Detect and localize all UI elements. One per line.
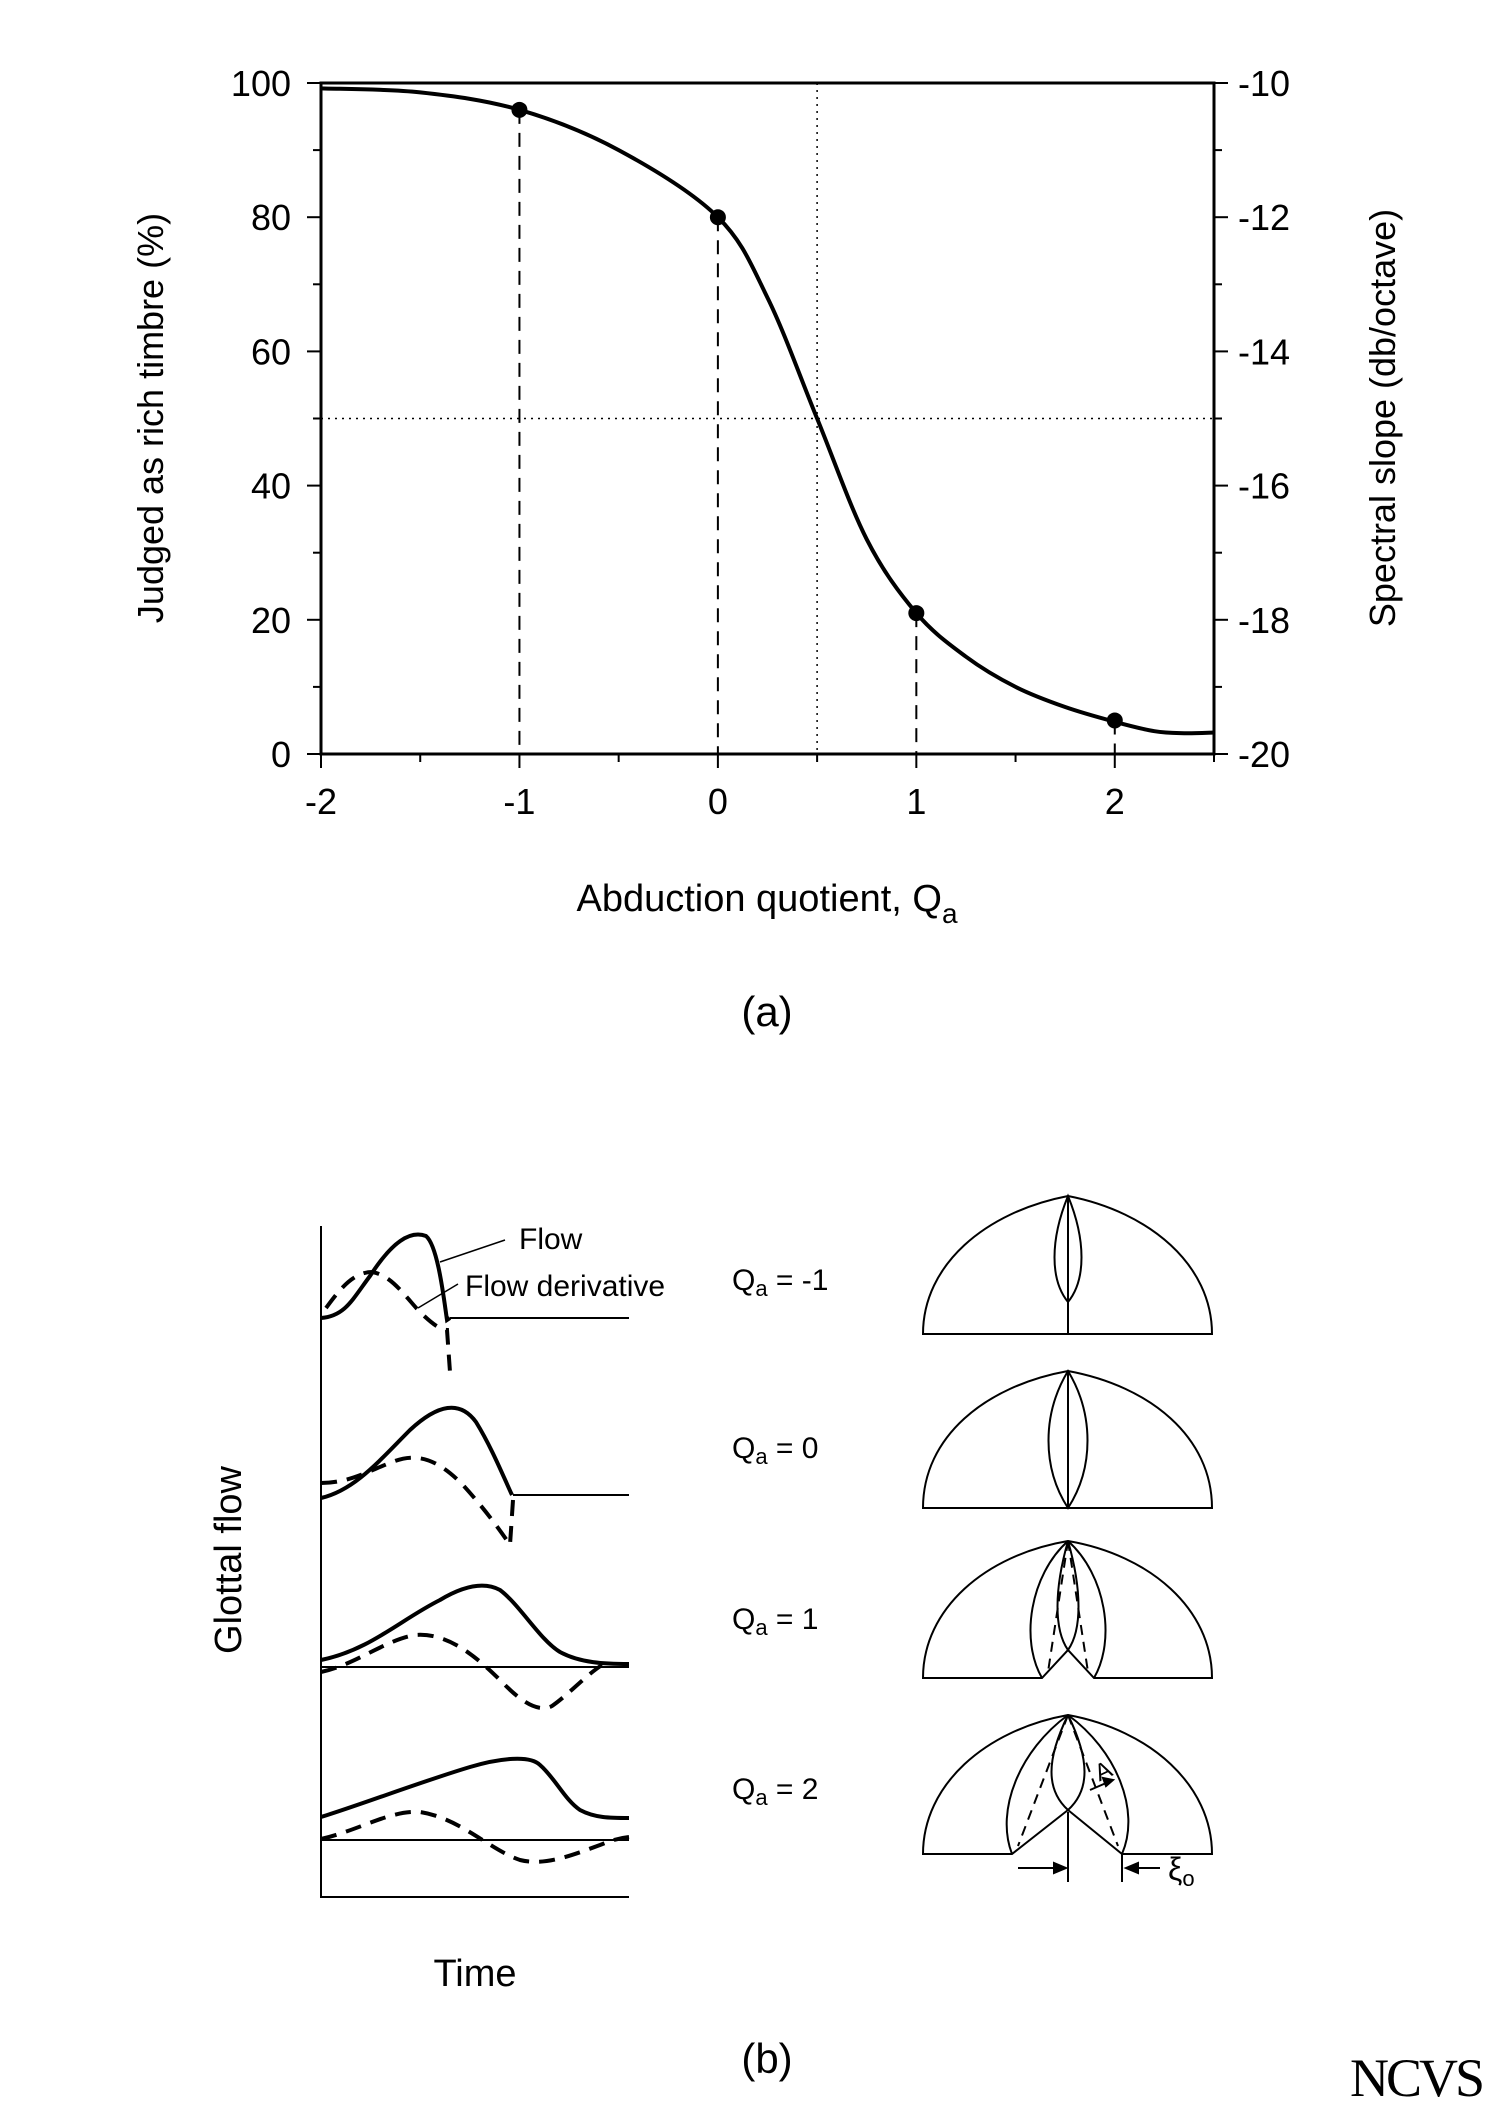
panel-b-diagram: Flow Flow derivative Glottal flow Time Q… — [208, 1193, 1214, 2082]
y-tick-label: 40 — [251, 466, 291, 507]
x-axis-label: Abduction quotient, Qa — [576, 878, 957, 929]
y-tick-label: 20 — [251, 600, 291, 641]
waveform-axes — [320, 1226, 629, 1898]
flow-curve — [320, 1756, 630, 1820]
flow-derivative-curve — [320, 1455, 515, 1552]
y2-tick-label: -16 — [1238, 466, 1290, 507]
flow-curve — [320, 1583, 630, 1666]
data-point-4 — [1106, 712, 1123, 729]
y2-tick-label: -12 — [1238, 197, 1290, 238]
y-axis-label: Judged as rich timbre (%) — [130, 213, 171, 623]
x-tick-label: -2 — [305, 781, 337, 822]
row-label-3: Qa = 1 — [732, 1603, 818, 1640]
data-point-1 — [511, 101, 528, 118]
ncvs-logo: NCVS — [1350, 2048, 1482, 2108]
x-axis-label-main: Abduction quotient, Q — [576, 878, 941, 920]
x-tick-label: 0 — [708, 781, 728, 822]
x-tick-label: -1 — [503, 781, 535, 822]
flow-derivative-curve — [320, 1632, 604, 1711]
arrow-a-head — [1101, 1776, 1116, 1788]
flow-leader-line — [439, 1239, 506, 1263]
y-tick-label: 80 — [251, 197, 291, 238]
waveform-row-4 — [320, 1756, 630, 1864]
vocal-fold-diagram-2 — [921, 1369, 1214, 1510]
time-label: Time — [433, 1953, 516, 1995]
y-tick-label: 100 — [231, 63, 291, 104]
y2-tick-label: -18 — [1238, 600, 1290, 641]
glottal-flow-label: Glottal flow — [208, 1465, 250, 1654]
vocal-fold-diagram-4 — [921, 1713, 1214, 1882]
y-tick-label: 60 — [251, 331, 291, 372]
waveform-row-3 — [320, 1583, 630, 1711]
vocal-fold-diagram-3 — [921, 1539, 1214, 1679]
x-tick-label: 2 — [1105, 781, 1125, 822]
gap-label: ξo — [1168, 1851, 1195, 1891]
x-axis-label-sub: a — [942, 898, 958, 929]
data-point-2 — [709, 209, 726, 226]
waveform-row-1 — [320, 1232, 629, 1373]
vocal-fold-diagram-1 — [921, 1193, 1214, 1335]
x-tick-label: 1 — [906, 781, 926, 822]
y-tick-label: 0 — [271, 734, 291, 775]
row-label-1: Qa = -1 — [732, 1264, 828, 1301]
y2-tick-label: -10 — [1238, 63, 1290, 104]
flow-annotation: Flow — [519, 1223, 583, 1256]
timbre-curve — [320, 86, 1215, 736]
y2-tick-label: -20 — [1238, 734, 1290, 775]
y2-tick-label: -14 — [1238, 331, 1290, 372]
panel-b-label: (b) — [741, 2035, 792, 2082]
data-point-3 — [908, 605, 925, 622]
flow-derivative-curve — [324, 1269, 452, 1373]
flow-derivative-curve — [320, 1809, 630, 1864]
waveform-row-2 — [320, 1405, 629, 1552]
flow-derivative-leader-line — [417, 1283, 459, 1309]
y2-axis-label: Spectral slope (db/octave) — [1362, 209, 1403, 627]
flow-curve — [320, 1232, 452, 1324]
panel-a-label: (a) — [741, 988, 792, 1035]
row-label-4: Qa = 2 — [732, 1773, 818, 1810]
flow-derivative-annotation: Flow derivative — [465, 1270, 665, 1303]
row-label-2: Qa = 0 — [732, 1432, 818, 1469]
flow-curve — [320, 1405, 514, 1500]
